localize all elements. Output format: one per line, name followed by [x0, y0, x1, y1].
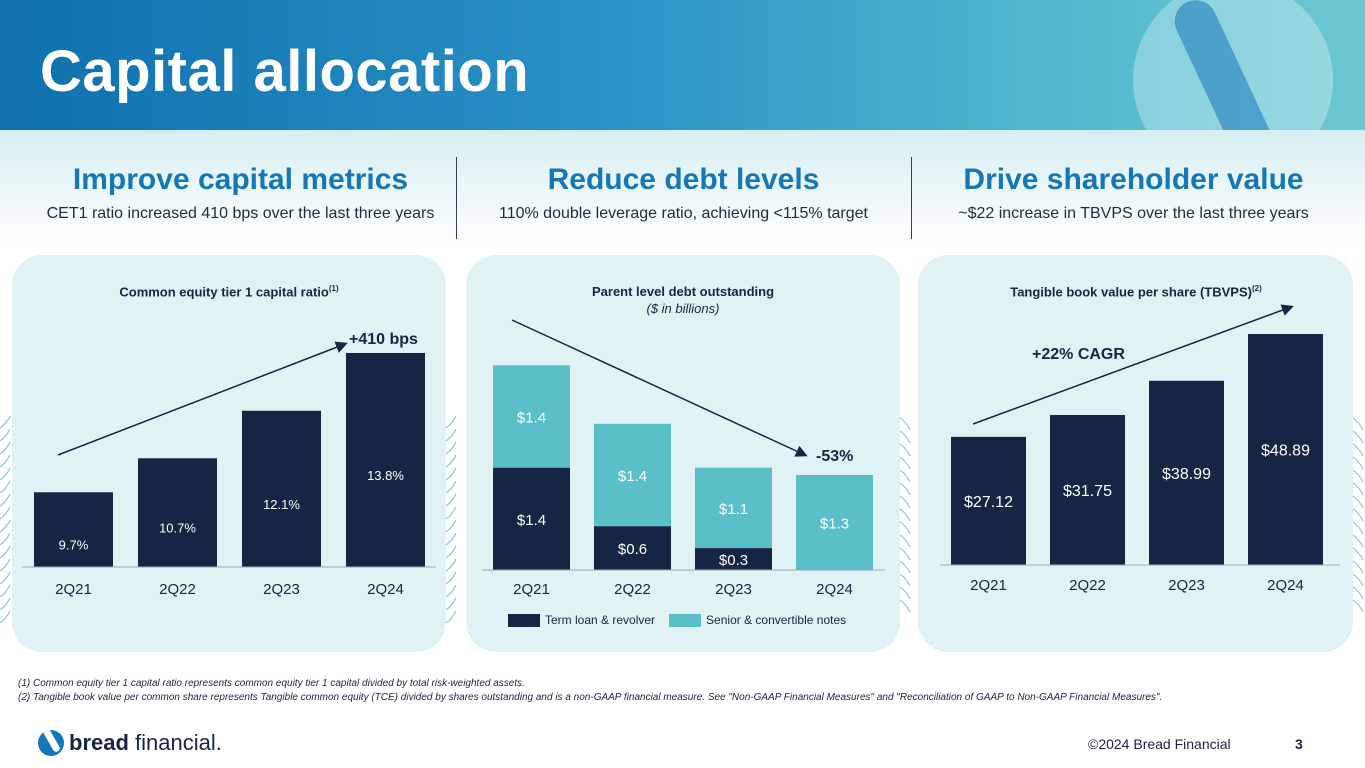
- cet1-category-label: 2Q22: [159, 581, 196, 598]
- section-heading-debt: Reduce debt levels: [547, 163, 820, 196]
- debt-chart-subtitle: ($ in billions): [646, 301, 720, 316]
- tbvps-category-label: 2Q22: [1069, 577, 1106, 594]
- cet1-category-label: 2Q21: [55, 581, 92, 598]
- section-sub-debt: 110% double leverage ratio, achieving <1…: [499, 205, 868, 222]
- tbvps-category-label: 2Q24: [1267, 577, 1304, 594]
- page-title: Capital allocation: [40, 39, 530, 104]
- tbvps-bar: [1149, 380, 1224, 565]
- debt-data-label: $0.6: [618, 541, 647, 558]
- tbvps-bar: [1050, 414, 1125, 565]
- section-heading-capital: Improve capital metrics: [72, 163, 409, 196]
- debt-bar-senior-notes: [493, 365, 570, 468]
- brand-wordmark: bread financial.: [69, 730, 222, 755]
- cet1-category-label: 2Q23: [263, 581, 300, 598]
- legend-swatch-senior-notes: [669, 613, 702, 627]
- debt-annotation: -53%: [816, 448, 853, 465]
- decorative-waves: [0, 415, 1364, 624]
- legend-swatch-term-loan: [508, 613, 540, 627]
- debt-bar-senior-notes: [594, 423, 671, 527]
- bread-logo-icon: [38, 730, 64, 756]
- brand-watermark-icon: [1133, 0, 1333, 130]
- cet1-trend-arrow: [57, 341, 348, 456]
- tbvps-data-label: $48.89: [1261, 443, 1310, 460]
- debt-data-label: $0.3: [719, 552, 748, 569]
- tbvps-chart-title: Tangible book value per share (TBVPS)(2): [1010, 284, 1262, 300]
- debt-bar-senior-notes: [796, 474, 873, 570]
- debt-category-label: 2Q23: [715, 581, 752, 598]
- tbvps-bar: [951, 436, 1026, 565]
- section-heading-shareholder: Drive shareholder value: [963, 163, 1304, 196]
- cet1-bar: [346, 353, 425, 567]
- tbvps-data-label: $38.99: [1162, 466, 1211, 483]
- debt-category-label: 2Q24: [816, 581, 853, 598]
- debt-trend-arrow: [511, 319, 808, 457]
- legend-senior-notes: Senior & convertible notes: [706, 613, 847, 627]
- copyright: ©2024 Bread Financial: [1088, 736, 1231, 752]
- debt-bar-senior-notes: [695, 467, 772, 549]
- cet1-bar: [138, 458, 217, 567]
- debt-chart-title: Parent level debt outstanding: [591, 284, 775, 299]
- page-number: 3: [1295, 736, 1303, 752]
- tbvps-category-label: 2Q21: [970, 577, 1007, 594]
- debt-bar-term-loan: [594, 526, 671, 570]
- cet1-category-label: 2Q24: [367, 581, 404, 598]
- tbvps-data-label: $27.12: [964, 494, 1013, 511]
- tbvps-data-label: $31.75: [1063, 483, 1112, 500]
- header-banner: Capital allocation: [0, 0, 1365, 130]
- tbvps-category-label: 2Q23: [1168, 577, 1205, 594]
- cet1-bar: [34, 492, 113, 567]
- cet1-data-label: 9.7%: [59, 538, 89, 553]
- section-sub-shareholder: ~$22 increase in TBVPS over the last thr…: [958, 205, 1309, 222]
- debt-data-label: $1.4: [517, 512, 546, 529]
- section-sub-capital: CET1 ratio increased 410 bps over the la…: [46, 205, 435, 222]
- tbvps-bar: [1248, 334, 1323, 565]
- section-band: [0, 130, 1365, 250]
- divider: [911, 157, 912, 239]
- cet1-data-label: 10.7%: [159, 521, 196, 536]
- debt-category-label: 2Q21: [513, 581, 550, 598]
- debt-data-label: $1.4: [517, 409, 546, 426]
- debt-data-label: $1.3: [820, 515, 849, 532]
- tbvps-trend-arrow: [972, 304, 1294, 425]
- cet1-bar: [242, 410, 321, 567]
- footnote-1: (1) Common equity tier 1 capital ratio r…: [18, 678, 525, 689]
- debt-bar-term-loan: [695, 548, 772, 570]
- debt-data-label: $1.1: [719, 501, 748, 518]
- debt-data-label: $1.4: [618, 468, 647, 485]
- footnote-2: (2) Tangible book value per common share…: [18, 692, 1163, 703]
- debt-category-label: 2Q22: [614, 581, 651, 598]
- legend-term-loan: Term loan & revolver: [545, 613, 656, 627]
- brand-logo: bread financial.: [38, 730, 222, 756]
- tbvps-annotation: +22% CAGR: [1032, 346, 1125, 363]
- cet1-data-label: 13.8%: [367, 468, 404, 483]
- cet1-chart-title: Common equity tier 1 capital ratio(1): [119, 284, 339, 300]
- cet1-data-label: 12.1%: [263, 497, 300, 512]
- cet1-annotation: +410 bps: [349, 331, 418, 348]
- debt-legend: Term loan & revolver Senior & convertibl…: [508, 613, 846, 627]
- divider: [456, 157, 457, 239]
- debt-bar-term-loan: [493, 467, 570, 570]
